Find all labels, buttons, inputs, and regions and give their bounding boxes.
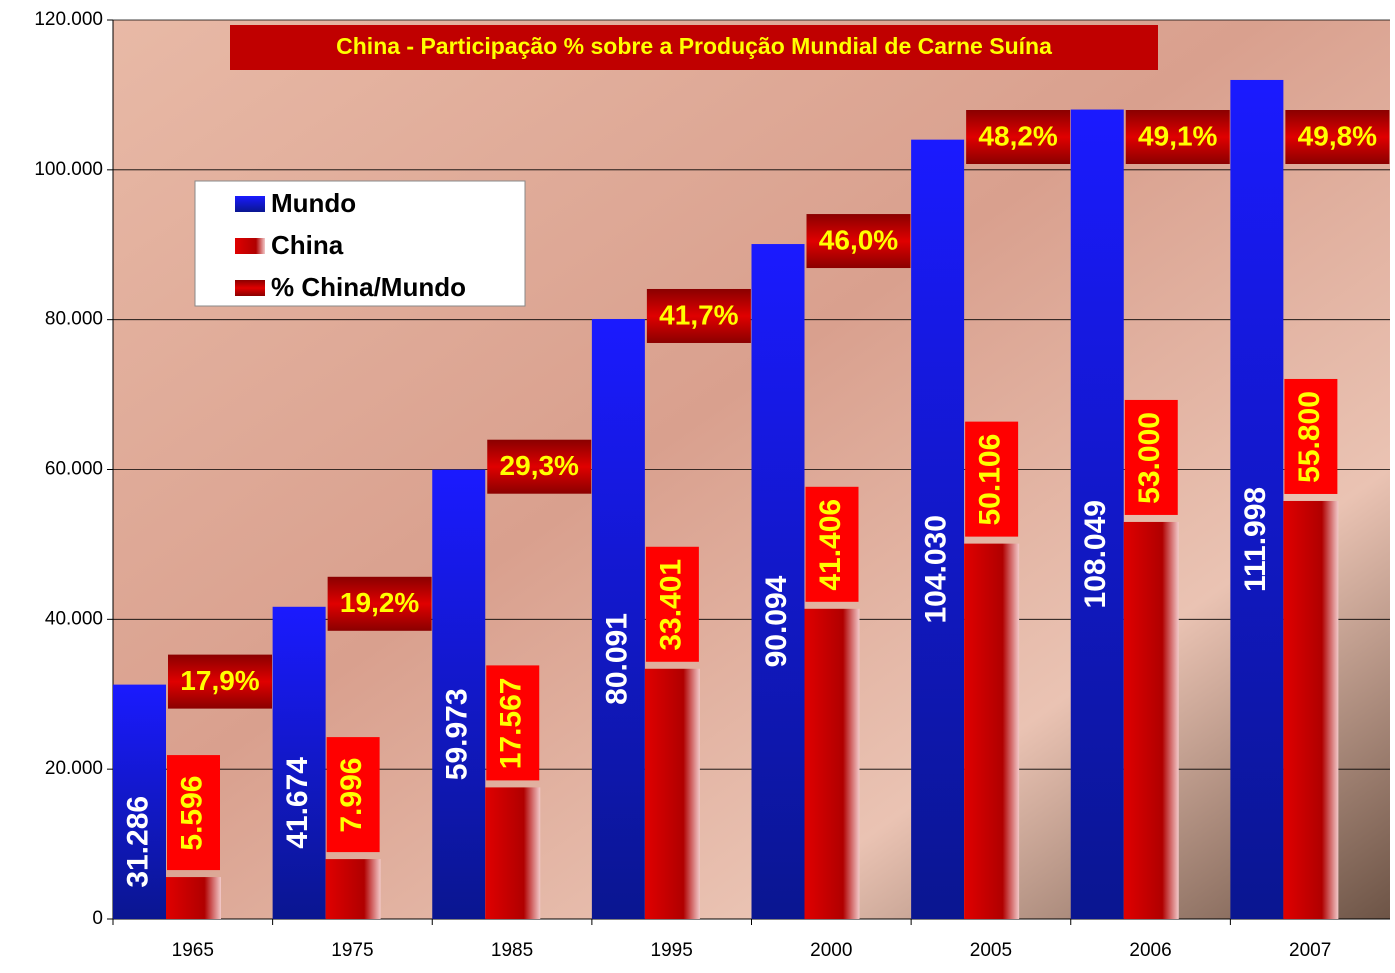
percent-box [1125,110,1230,164]
data-label-box [645,546,699,662]
y-tick-label: 20.000 [45,758,103,779]
bar [485,787,541,919]
x-tick-label: 1985 [491,940,533,961]
bar [751,244,805,919]
data-label: 59.973 [441,688,474,780]
percent-box [966,110,1071,164]
data-label: 31.286 [121,796,154,888]
bar [644,668,700,919]
data-label: 41.674 [281,757,314,849]
x-tick-label: 2007 [1289,940,1331,961]
data-label-box [326,737,380,853]
data-label: 111.998 [1239,487,1272,592]
y-tick-label: 80.000 [45,309,103,330]
data-label-box [486,665,540,781]
title-box [230,25,1158,70]
data-label: 53.000 [1133,412,1166,504]
y-tick-label: 60.000 [45,459,103,480]
data-label: 41.406 [814,499,847,591]
bar [964,543,1020,919]
data-label: 104.030 [920,515,953,623]
data-label: 49,8% [1298,120,1377,151]
data-label-box [965,421,1019,537]
legend-label: China [271,230,344,260]
percent-box [168,654,272,709]
data-label: 7.996 [335,758,368,833]
bar [1070,109,1124,920]
bar [911,139,965,920]
bar [1283,500,1339,919]
data-label-box [1124,399,1178,515]
y-tick-label: 100.000 [34,159,103,180]
data-label-box [805,486,859,602]
chart-title: China - Participação % sobre a Produção … [336,33,1052,59]
data-label: 29,3% [500,450,579,481]
data-label: 41,7% [659,299,738,330]
x-tick-label: 2000 [810,940,852,961]
legend-swatch [235,238,265,254]
bar [325,859,381,919]
data-label: 19,2% [340,587,419,618]
legend-label: Mundo [271,188,356,218]
x-tick-label: 1965 [172,940,214,961]
x-tick-label: 2006 [1129,940,1171,961]
data-label: 108.049 [1079,500,1112,608]
data-label: 17,9% [180,665,259,696]
percent-box [806,214,911,269]
x-tick-label: 1995 [651,940,693,961]
legend-label: % China/Mundo [271,272,466,302]
data-label-box [1284,378,1338,494]
data-label: 49,1% [1138,120,1217,151]
x-tick-label: 2005 [970,940,1012,961]
x-tick-label: 1975 [331,940,373,961]
bar [432,469,486,919]
y-tick-label: 0 [92,908,103,929]
percent-box [487,439,592,494]
data-label: 55.800 [1293,391,1326,483]
legend-swatch [235,280,265,296]
data-label: 80.091 [600,613,633,705]
percent-box [327,576,432,631]
percent-box [646,288,751,343]
percent-box [1285,110,1390,164]
data-label: 17.567 [495,678,528,770]
bar [113,684,166,919]
data-label: 46,0% [819,224,898,255]
data-label-box [167,755,220,871]
y-tick-label: 40.000 [45,608,103,629]
y-tick-label: 120.000 [34,9,103,30]
bar [272,606,326,919]
data-label: 50.106 [974,434,1007,526]
bar [1230,79,1284,920]
data-label: 90.094 [760,575,793,667]
data-label: 33.401 [654,559,687,651]
bar [1123,521,1179,919]
data-label: 5.596 [175,776,208,851]
bar [804,608,860,919]
data-label: 48,2% [978,120,1057,151]
bar [166,877,221,919]
legend: Mundo China % China/Mundo [194,180,526,307]
bar [591,318,645,919]
legend-swatch [235,196,265,212]
